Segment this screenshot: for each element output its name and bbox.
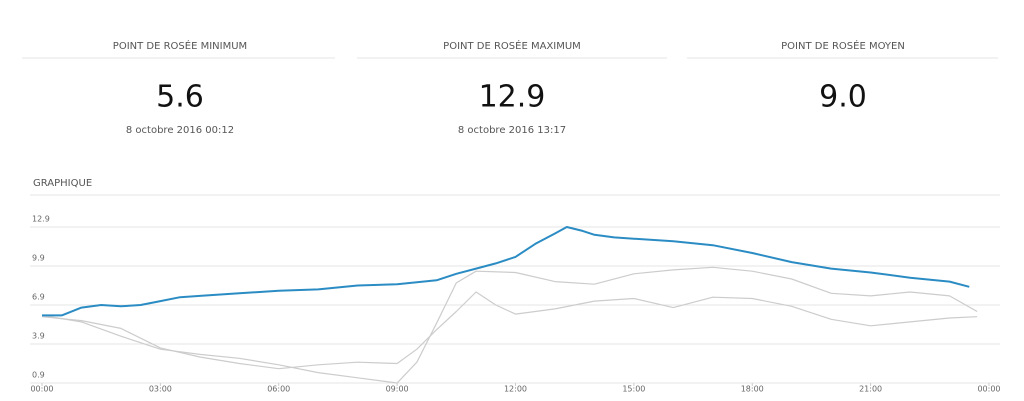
series-line [42,226,970,317]
series-line [41,266,978,384]
x-tick-label: 21:00 [859,385,882,394]
stat-label: POINT DE ROSÉE MINIMUM [113,39,247,52]
stat-label: POINT DE ROSÉE MAXIMUM [443,39,581,52]
x-tick-label: 12:00 [504,385,527,394]
chart-title: GRAPHIQUE [33,178,92,189]
x-tick-label: 18:00 [741,385,764,394]
x-tick-label: 15:00 [622,385,645,394]
stat-label: POINT DE ROSÉE MOYEN [781,39,905,52]
y-tick-label: 6.9 [32,293,45,302]
stat-date: 8 octobre 2016 00:12 [126,125,234,136]
series-line [41,291,978,370]
x-tick-label: 09:00 [386,385,409,394]
y-tick-label: 3.9 [32,332,45,341]
stat-date: 8 octobre 2016 13:17 [458,125,566,136]
y-tick-label: 9.9 [32,254,45,263]
x-tick-label: 03:00 [149,385,172,394]
stat-value: 9.0 [819,80,867,115]
x-tick-label: 00:00 [30,385,53,394]
y-tick-label: 0.9 [32,371,45,380]
x-tick-label: 06:00 [267,385,290,394]
stat-value: 12.9 [479,80,546,115]
y-tick-label: 12.9 [32,215,50,224]
x-tick-label: 00:00 [977,385,1000,394]
stat-value: 5.6 [156,80,204,115]
